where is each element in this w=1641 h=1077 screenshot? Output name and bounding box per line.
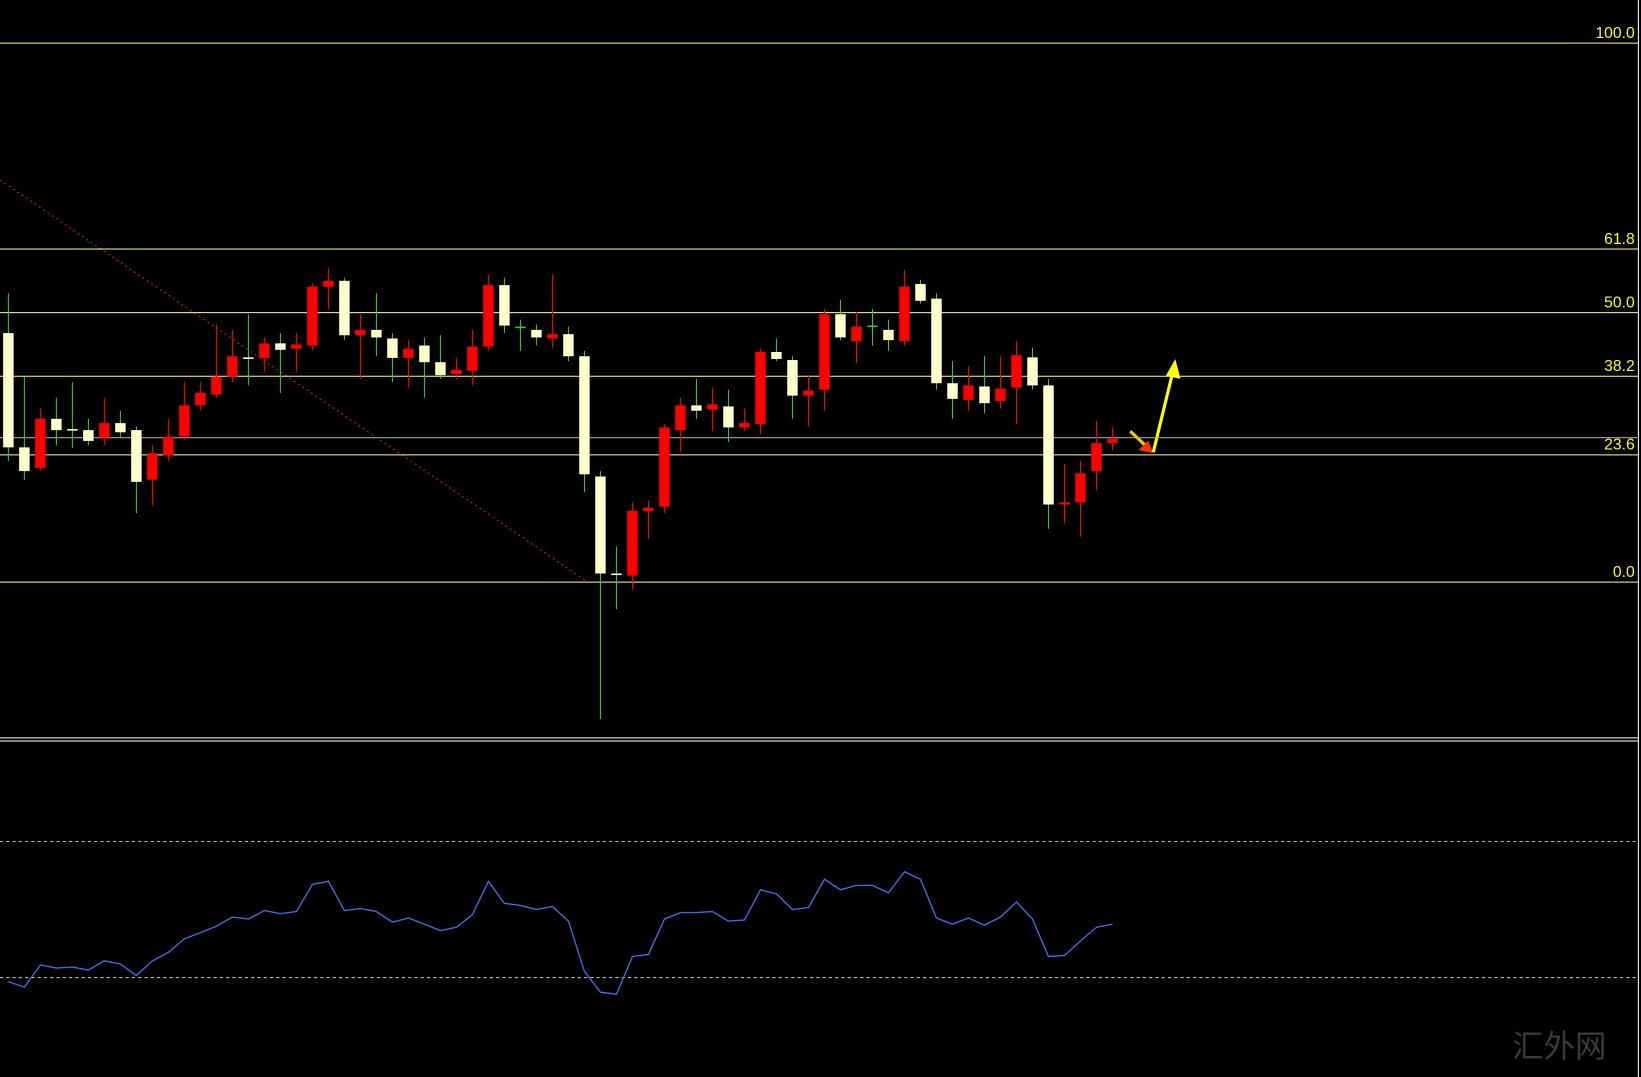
candle-body <box>963 385 974 400</box>
candle-body <box>563 334 574 357</box>
candle-body <box>899 286 910 342</box>
candle-body <box>275 343 286 350</box>
candle-body <box>387 338 398 358</box>
fib-label: 38.2 <box>1604 358 1635 375</box>
candle-body <box>947 383 958 399</box>
candle-body <box>435 362 446 376</box>
candle-body <box>467 346 478 371</box>
candle-body <box>739 423 750 428</box>
candle-body <box>995 388 1006 402</box>
candle-body <box>883 329 894 341</box>
candle-body <box>803 390 814 396</box>
candle-body <box>35 418 46 468</box>
candle-body <box>979 386 990 404</box>
candle-body <box>1027 357 1038 386</box>
arrow-down <box>1129 430 1154 454</box>
fib-label: 100.0 <box>1595 25 1635 42</box>
candle-body <box>179 405 190 437</box>
candle-body <box>835 314 846 338</box>
candle-body <box>579 356 590 475</box>
candle-body <box>787 360 798 396</box>
candle-body <box>307 286 318 346</box>
candle-body <box>723 406 734 428</box>
candle-body <box>819 314 830 390</box>
candle-body <box>1091 443 1102 472</box>
candle-body <box>755 351 766 425</box>
candle-body <box>1011 355 1022 388</box>
indicator-line <box>8 870 1113 995</box>
candle-body <box>67 429 78 431</box>
fib-label: 23.6 <box>1604 437 1635 454</box>
candle-body <box>83 430 94 441</box>
trend-line <box>0 179 587 582</box>
arrow-up <box>1151 359 1181 453</box>
candle-body <box>547 334 558 339</box>
candle-body <box>643 507 654 511</box>
candle-body <box>659 427 670 507</box>
candle-body <box>419 345 430 363</box>
candle-body <box>915 284 926 301</box>
fib-label: 61.8 <box>1604 231 1635 248</box>
candle-body <box>3 333 14 448</box>
candle-body <box>1075 473 1086 503</box>
candle-body <box>851 326 862 342</box>
candle-body <box>131 430 142 482</box>
candle-body <box>867 325 878 328</box>
candle-body <box>483 285 494 347</box>
candle-body <box>531 329 542 338</box>
candle-body <box>691 405 702 411</box>
candle-body <box>147 453 158 480</box>
candle-body <box>195 392 206 406</box>
candle-body <box>163 436 174 456</box>
candle-body <box>339 280 350 336</box>
candle-body <box>211 376 222 395</box>
fib-label: 0.0 <box>1613 564 1635 581</box>
candle-body <box>323 280 334 287</box>
candle-body <box>627 510 638 576</box>
candle-body <box>355 329 366 336</box>
candle-body <box>611 573 622 576</box>
candle-body <box>291 344 302 349</box>
watermark: 汇外网 <box>1512 1029 1606 1065</box>
fib-label: 50.0 <box>1604 294 1635 311</box>
candle-body <box>1059 502 1070 505</box>
candle-body <box>451 369 462 375</box>
candle-body <box>1043 385 1054 505</box>
candle-body <box>771 351 782 359</box>
candle-body <box>403 348 414 358</box>
candle-body <box>19 447 30 472</box>
candle-body <box>99 423 110 438</box>
candle-body <box>515 326 526 329</box>
candle-body <box>707 404 718 410</box>
candle-body <box>595 476 606 574</box>
candle-body <box>51 418 62 431</box>
candle-body <box>675 405 686 431</box>
candle-body <box>227 356 238 377</box>
candle-body <box>259 343 270 358</box>
candle-body <box>499 285 510 326</box>
candle-body <box>115 423 126 433</box>
candle-body <box>1107 438 1118 444</box>
candle-body <box>931 298 942 384</box>
candle-body <box>371 329 382 338</box>
candle-body <box>243 357 254 359</box>
